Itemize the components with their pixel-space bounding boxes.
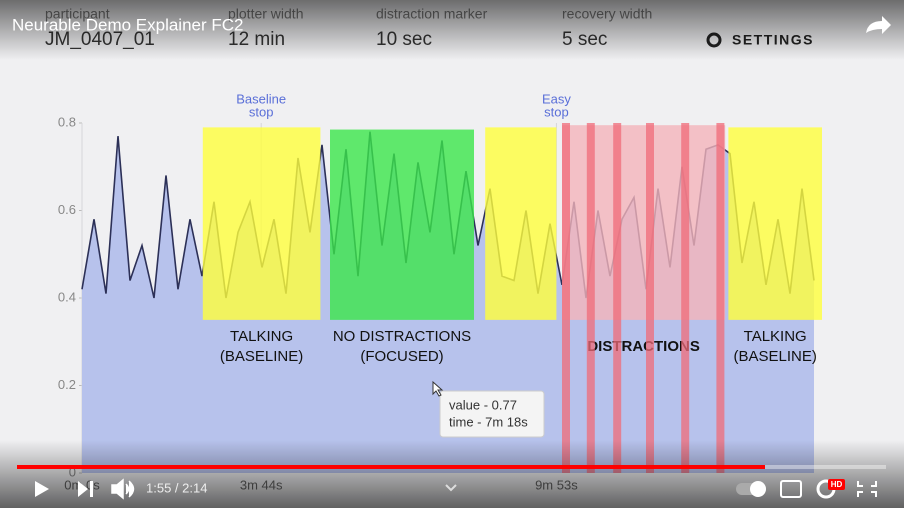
- distraction-marker: [586, 123, 595, 473]
- distraction-marker: [716, 123, 725, 473]
- play-button[interactable]: [35, 481, 49, 497]
- hd-label: HD: [831, 480, 843, 489]
- annotation: stop: [249, 104, 274, 119]
- hd-badge: [828, 479, 845, 490]
- y-tick-label: 0.4: [58, 289, 76, 304]
- tooltip-text: value - 0.77: [449, 397, 517, 412]
- chapter-chevron[interactable]: [445, 484, 457, 492]
- distraction-marker: [562, 123, 570, 473]
- video-title: Neurable Demo Explainer FC2: [12, 15, 244, 34]
- annotation: stop: [544, 104, 569, 119]
- share-button[interactable]: [866, 16, 891, 34]
- bottom-overlay: [0, 440, 904, 508]
- volume-button[interactable]: [111, 478, 135, 500]
- region-label: (BASELINE): [220, 348, 303, 365]
- y-tick-label: 0.6: [58, 202, 76, 217]
- time-display: 1:55 / 2:14: [146, 480, 207, 495]
- region-label: TALKING: [744, 328, 807, 345]
- tooltip: [439, 390, 545, 438]
- region: [562, 125, 726, 320]
- region-label: TALKING: [230, 328, 293, 345]
- progress-played: [17, 465, 765, 469]
- fullscreen-button[interactable]: [857, 481, 877, 497]
- next-button[interactable]: [78, 481, 93, 497]
- captions-button[interactable]: [780, 480, 802, 498]
- distraction-marker: [646, 123, 654, 473]
- y-tick-label: 0.8: [58, 114, 76, 129]
- cursor: [432, 380, 444, 397]
- region-label: NO DISTRACTIONS: [333, 328, 471, 345]
- autoplay-knob: [750, 481, 766, 497]
- annotation: Baseline: [236, 91, 286, 106]
- region-label: (BASELINE): [734, 348, 817, 365]
- region: [202, 127, 321, 320]
- region: [728, 127, 822, 320]
- y-tick-label: 0.2: [58, 377, 76, 392]
- distraction-marker: [613, 123, 622, 473]
- region-label: (FOCUSED): [360, 348, 443, 365]
- annotation: Easy: [542, 91, 571, 106]
- region: [485, 127, 557, 320]
- distraction-marker: [681, 123, 690, 473]
- top-overlay: [0, 0, 904, 60]
- tooltip-text: time - 7m 18s: [449, 414, 528, 429]
- region: [330, 129, 474, 320]
